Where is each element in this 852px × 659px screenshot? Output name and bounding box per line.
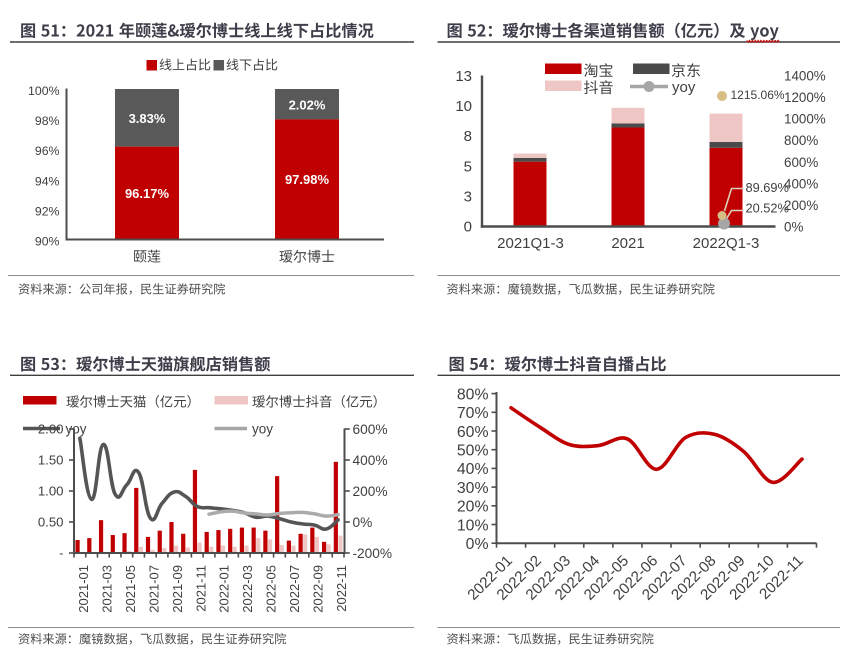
svg-text:800%: 800% bbox=[784, 133, 818, 148]
svg-text:2021: 2021 bbox=[611, 235, 644, 252]
svg-text:20%: 20% bbox=[457, 499, 489, 516]
svg-text:10%: 10% bbox=[457, 517, 489, 534]
svg-text:yoy: yoy bbox=[252, 421, 273, 436]
svg-text:60%: 60% bbox=[457, 424, 489, 441]
svg-text:2021Q1-3: 2021Q1-3 bbox=[497, 235, 564, 252]
svg-text:20.52%: 20.52% bbox=[746, 201, 789, 216]
svg-text:100%: 100% bbox=[28, 84, 60, 98]
svg-text:2021-07: 2021-07 bbox=[146, 565, 161, 613]
svg-text:200%: 200% bbox=[784, 198, 818, 213]
svg-text:1400%: 1400% bbox=[784, 69, 826, 84]
svg-text:92%: 92% bbox=[35, 204, 60, 218]
svg-text:yoy: yoy bbox=[66, 421, 87, 436]
svg-text:200%: 200% bbox=[353, 484, 388, 499]
svg-text:2022Q1-3: 2022Q1-3 bbox=[693, 235, 760, 252]
svg-text:0%: 0% bbox=[784, 219, 803, 234]
svg-text:1.00: 1.00 bbox=[38, 484, 64, 499]
svg-text:96.17%: 96.17% bbox=[125, 186, 170, 201]
svg-text:-200%: -200% bbox=[353, 546, 393, 561]
svg-text:2.00: 2.00 bbox=[38, 422, 64, 437]
svg-text:2022-11: 2022-11 bbox=[334, 565, 349, 612]
svg-text:1215.06%: 1215.06% bbox=[731, 88, 785, 102]
svg-text:2022-07: 2022-07 bbox=[287, 565, 302, 613]
svg-text:10: 10 bbox=[455, 98, 472, 115]
svg-text:600%: 600% bbox=[353, 422, 388, 437]
svg-text:1.50: 1.50 bbox=[38, 453, 64, 468]
svg-text:97.98%: 97.98% bbox=[285, 172, 330, 187]
svg-text:94%: 94% bbox=[35, 174, 60, 188]
svg-text:2.02%: 2.02% bbox=[289, 98, 326, 113]
svg-text:70%: 70% bbox=[457, 405, 489, 422]
svg-text:98%: 98% bbox=[35, 114, 60, 128]
svg-text:2021-09: 2021-09 bbox=[170, 565, 185, 613]
svg-text:30%: 30% bbox=[457, 480, 489, 497]
svg-text:2021-01: 2021-01 bbox=[76, 565, 91, 613]
svg-text:2022-09: 2022-09 bbox=[311, 565, 326, 613]
svg-text:2022-05: 2022-05 bbox=[264, 565, 279, 613]
svg-text:13: 13 bbox=[455, 68, 472, 85]
svg-text:90%: 90% bbox=[35, 235, 60, 249]
svg-text:1000%: 1000% bbox=[784, 112, 826, 127]
svg-text:50%: 50% bbox=[457, 443, 489, 460]
svg-text:3: 3 bbox=[464, 188, 472, 205]
svg-text:400%: 400% bbox=[784, 176, 818, 191]
svg-text:2021-05: 2021-05 bbox=[123, 565, 138, 613]
svg-text:40%: 40% bbox=[457, 461, 489, 478]
svg-text:0: 0 bbox=[464, 219, 472, 236]
svg-text:89.69%: 89.69% bbox=[746, 180, 789, 195]
svg-text:-: - bbox=[59, 546, 63, 561]
svg-text:2022-01: 2022-01 bbox=[217, 565, 232, 613]
svg-text:3.83%: 3.83% bbox=[129, 111, 166, 126]
svg-text:600%: 600% bbox=[784, 155, 818, 170]
svg-text:96%: 96% bbox=[35, 144, 60, 158]
svg-text:yoy: yoy bbox=[672, 79, 696, 96]
svg-text:400%: 400% bbox=[353, 453, 388, 468]
svg-text:8: 8 bbox=[464, 128, 472, 145]
svg-text:1200%: 1200% bbox=[784, 90, 826, 105]
svg-text:2021-11: 2021-11 bbox=[193, 565, 208, 612]
svg-text:80%: 80% bbox=[457, 386, 489, 403]
svg-text:2022-03: 2022-03 bbox=[240, 565, 255, 613]
svg-text:0%: 0% bbox=[353, 515, 373, 530]
svg-text:2021-03: 2021-03 bbox=[99, 565, 114, 613]
svg-text:5: 5 bbox=[464, 158, 472, 175]
svg-text:0%: 0% bbox=[466, 536, 489, 553]
svg-text:0.50: 0.50 bbox=[38, 515, 64, 530]
